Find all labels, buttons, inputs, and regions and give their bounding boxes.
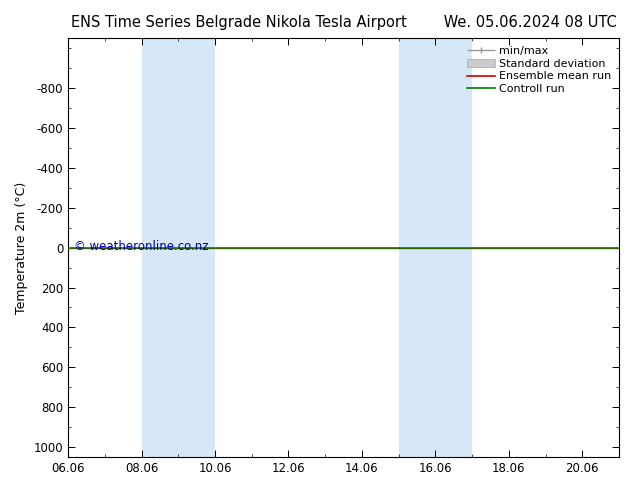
Bar <box>399 38 472 457</box>
Y-axis label: Temperature 2m (°C): Temperature 2m (°C) <box>15 181 28 314</box>
Text: © weatheronline.co.nz: © weatheronline.co.nz <box>74 240 208 253</box>
Title: ENS Time Series Belgrade Nikola Tesla Airport        We. 05.06.2024 08 UTC: ENS Time Series Belgrade Nikola Tesla Ai… <box>70 15 616 30</box>
Bar <box>141 38 215 457</box>
Legend: min/max, Standard deviation, Ensemble mean run, Controll run: min/max, Standard deviation, Ensemble me… <box>465 44 614 97</box>
